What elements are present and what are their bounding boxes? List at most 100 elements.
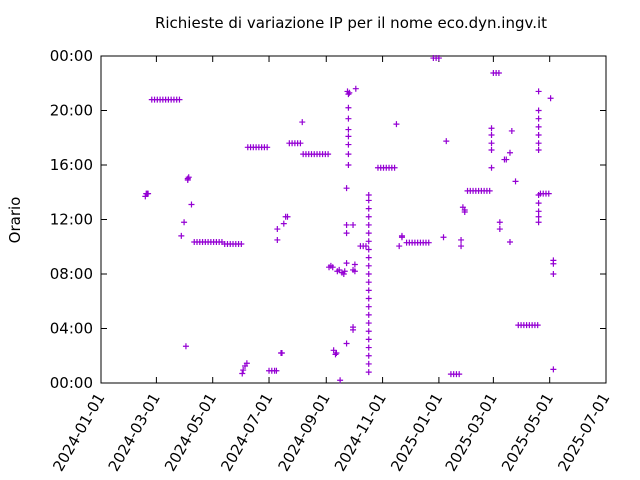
point [365,287,372,294]
point [333,350,340,357]
point [362,243,369,250]
y-tick-label: 20:00 [50,102,93,120]
point [365,205,372,212]
point [336,266,343,273]
point [329,264,336,271]
point [365,352,372,359]
point [443,138,450,145]
point [340,271,347,277]
point [365,295,372,302]
point [496,226,503,233]
point [145,190,152,197]
point [365,311,372,318]
point [297,140,304,147]
x-tick-label: 2024-03-01 [105,390,164,475]
point [365,191,372,198]
point [535,132,542,139]
point [185,174,192,181]
point [365,303,372,310]
point [508,127,515,134]
point [365,279,372,286]
point [535,88,542,95]
point [535,140,542,147]
point [458,243,465,250]
point [488,140,495,147]
point [278,350,285,357]
point [365,360,372,367]
point [547,95,554,102]
point [535,107,542,114]
x-tick-label: 2025-03-01 [442,390,501,475]
point [330,347,337,354]
point [345,151,352,158]
y-tick-label: 08:00 [50,265,93,283]
x-tick-label: 2025-01-01 [387,390,446,475]
y-tick-label: 12:00 [50,211,93,229]
point [345,115,352,122]
point [345,133,352,140]
point [495,70,502,77]
point [280,220,287,227]
point [181,219,188,226]
point [343,260,350,267]
point [535,115,542,122]
point [350,221,357,228]
point [239,370,246,377]
point [274,236,281,243]
point [325,151,332,158]
point [243,360,250,367]
y-tick-label: 00:00 [50,47,93,65]
point [365,254,372,261]
point [240,367,247,374]
point [535,213,542,220]
point [486,187,493,194]
point [284,213,291,220]
point [264,144,271,151]
point [393,121,400,128]
point [345,162,352,168]
point [365,271,372,277]
point [550,366,557,373]
point [534,322,541,329]
point [488,132,495,139]
point [238,241,245,248]
point [178,232,185,239]
point [365,221,372,228]
point [535,200,542,207]
point [352,85,359,92]
point [365,369,372,376]
point [550,271,557,277]
point [512,178,519,185]
point [425,239,432,246]
y-tick-label: 00:00 [50,374,93,392]
point [345,91,352,98]
point [535,147,542,154]
plot-frame [100,55,607,384]
point [182,343,189,350]
point [337,377,344,384]
point [365,230,372,237]
point [535,219,542,226]
point [535,208,542,215]
point [545,190,552,197]
point [365,336,372,343]
y-tick-label: 04:00 [50,320,93,338]
point [345,126,352,133]
point [341,268,348,275]
y-axis-label: Orario [6,197,24,244]
point [391,164,398,171]
point [550,260,557,267]
point [365,246,372,253]
chart-title: Richieste di variazione IP per il nome e… [155,14,547,32]
point [176,96,183,103]
point [346,89,353,96]
point [188,201,195,208]
point [365,320,372,327]
point [345,141,352,148]
point [351,268,358,275]
x-tick-label: 2024-05-01 [161,390,220,475]
point [273,367,280,374]
point [365,344,372,351]
point [506,149,513,156]
